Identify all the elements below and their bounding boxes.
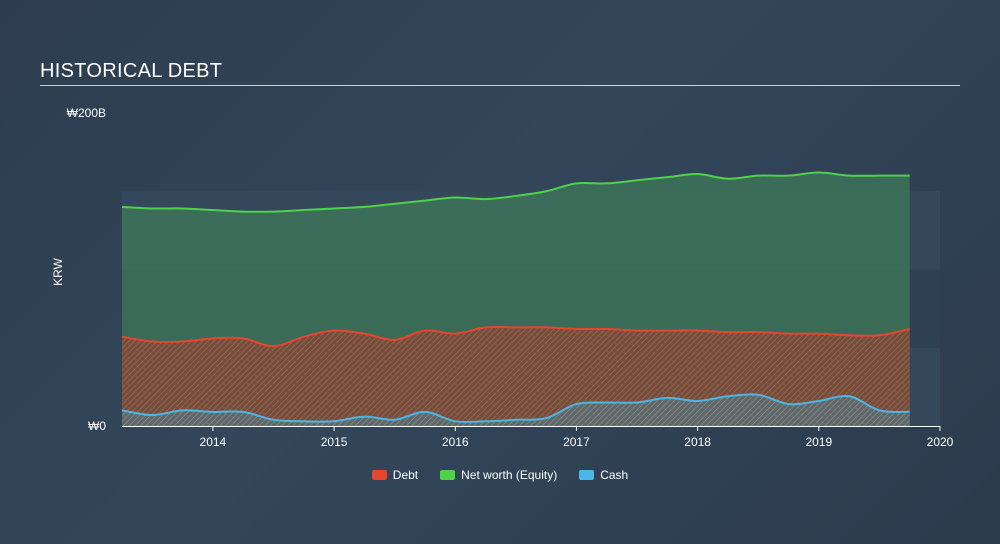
legend-item-cash[interactable]: Cash	[579, 468, 628, 482]
legend-label-debt: Debt	[392, 468, 419, 482]
y-tick-label: ₩0	[88, 419, 106, 433]
series-areas	[122, 172, 910, 426]
legend-swatch-cash	[579, 470, 595, 480]
x-tick-label: 2018	[684, 435, 711, 449]
line-equity	[121, 171, 910, 213]
legend-swatch-debt	[371, 470, 387, 480]
x-tick-label: 2016	[442, 435, 469, 449]
x-tick-label: 2020	[927, 435, 954, 449]
legend: Debt Net worth (Equity) Cash	[0, 468, 1000, 482]
area-cash	[122, 394, 910, 426]
legend-item-equity[interactable]: Net worth (Equity)	[440, 468, 557, 482]
legend-item-debt[interactable]: Debt	[371, 468, 419, 482]
line-cash	[121, 393, 910, 424]
chart-title: HISTORICAL DEBT	[40, 60, 223, 82]
x-tick-label: 2019	[805, 435, 832, 449]
x-tick-label: 2015	[321, 435, 348, 449]
legend-label-cash: Cash	[600, 468, 629, 482]
x-tick-label: 2014	[200, 435, 227, 449]
axes: 2014 2015 2016 2017 2018 2019 2020 ₩200B ₩0	[67, 106, 954, 449]
series-lines	[121, 171, 910, 424]
x-tick-label: 2017	[563, 435, 590, 449]
line-debt	[121, 325, 910, 348]
legend-label-equity: Net worth (Equity)	[461, 468, 558, 482]
title-divider	[40, 85, 960, 86]
legend-swatch-equity	[440, 470, 456, 480]
y-tick-label: ₩200B	[67, 106, 106, 120]
